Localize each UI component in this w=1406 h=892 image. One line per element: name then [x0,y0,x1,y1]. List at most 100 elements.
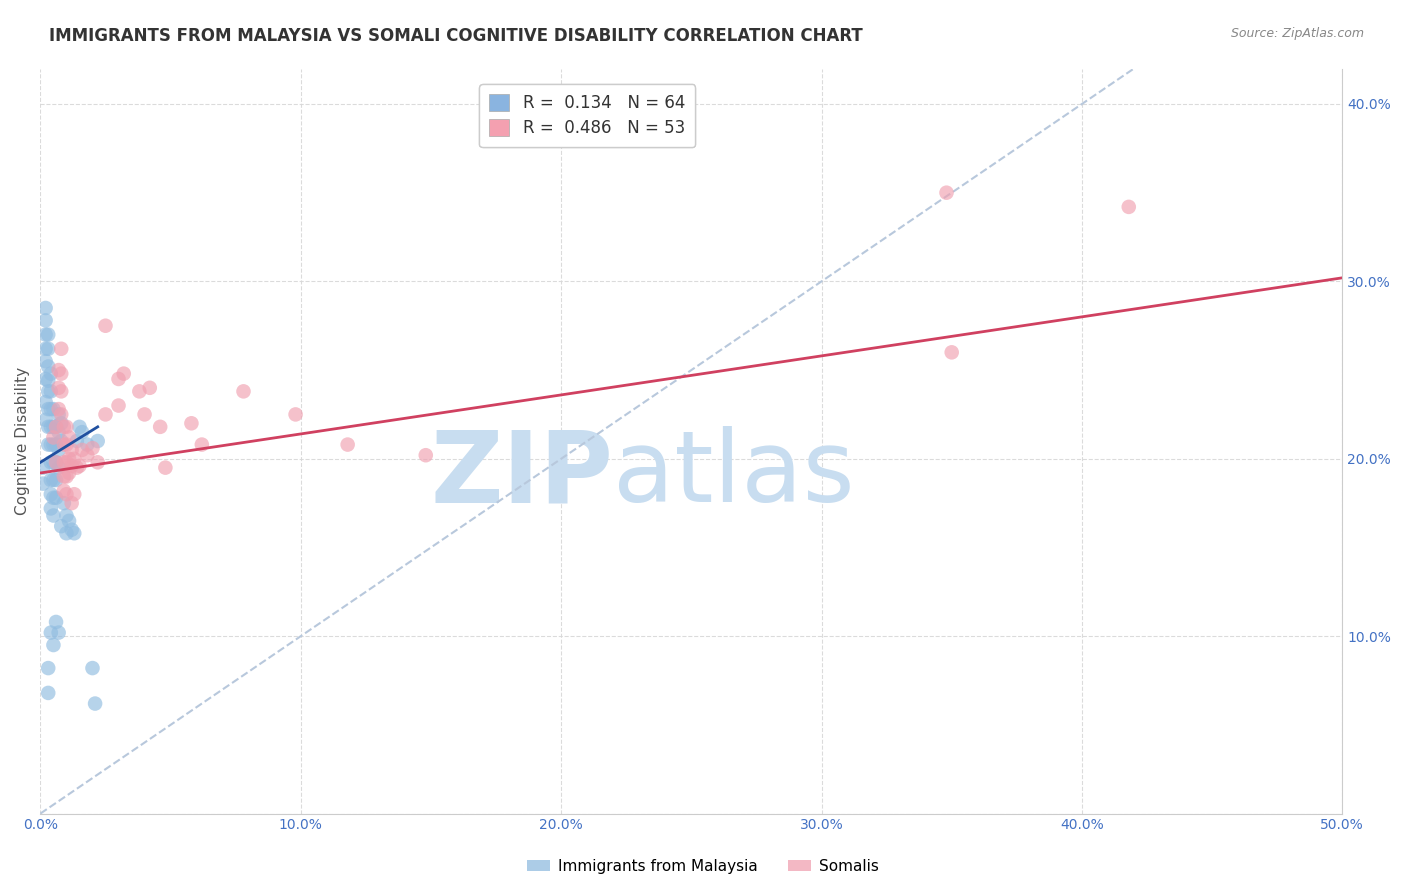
Point [284,408,307,422]
Point [37,402,59,417]
Point [37,384,59,399]
Point [55,437,77,451]
Point [149,420,172,434]
Point [94,408,117,422]
Point [42,508,65,523]
Point [45,473,67,487]
Point [37,359,59,374]
Point [191,437,214,451]
Point [48,363,70,377]
Point [37,327,59,342]
Y-axis label: Cognitive Disability: Cognitive Disability [15,367,30,515]
Point [42,455,65,469]
Point [37,686,59,700]
Point [139,381,162,395]
Point [34,313,56,327]
Point [42,437,65,451]
Point [39,501,62,516]
Point [48,442,70,457]
Point [48,460,70,475]
Point [52,420,75,434]
Point [51,408,73,422]
Point [42,473,65,487]
Point [39,402,62,417]
Point [58,430,80,444]
Point [51,434,73,448]
Point [39,367,62,381]
Point [37,342,59,356]
Point [34,354,56,368]
Point [52,469,75,483]
Point [232,384,254,399]
Point [37,661,59,675]
Point [76,437,98,451]
Point [39,420,62,434]
Point [55,487,77,501]
Point [45,615,67,629]
Text: IMMIGRANTS FROM MALAYSIA VS SOMALI COGNITIVE DISABILITY CORRELATION CHART: IMMIGRANTS FROM MALAYSIA VS SOMALI COGNI… [49,27,863,45]
Text: ZIP: ZIP [430,426,613,523]
Text: atlas: atlas [613,426,855,523]
Point [69,420,91,434]
Point [39,384,62,399]
Point [48,381,70,395]
Point [42,430,65,444]
Point [51,417,73,431]
Point [1118,200,1140,214]
Point [42,402,65,417]
Point [48,625,70,640]
Point [51,367,73,381]
Point [55,420,77,434]
Point [55,526,77,541]
Point [51,384,73,399]
Point [58,466,80,480]
Point [63,487,86,501]
Point [42,491,65,505]
Point [112,367,135,381]
Point [45,420,67,434]
Point [34,413,56,427]
Point [45,420,67,434]
Point [70,425,93,439]
Point [39,455,62,469]
Point [180,417,202,431]
Point [76,448,98,462]
Point [66,460,89,475]
Point [52,496,75,510]
Point [935,186,957,200]
Point [48,408,70,422]
Point [86,434,108,448]
Point [128,384,150,399]
Point [107,399,129,413]
Point [86,455,108,469]
Point [63,451,86,466]
Point [84,697,107,711]
Point [34,395,56,409]
Point [34,301,56,315]
Point [39,487,62,501]
Point [51,519,73,533]
Point [82,441,104,455]
Point [39,473,62,487]
Point [32,476,55,491]
Point [34,327,56,342]
Text: Source: ZipAtlas.com: Source: ZipAtlas.com [1230,27,1364,40]
Point [55,508,77,523]
Point [45,455,67,469]
Point [52,455,75,469]
Point [82,661,104,675]
Point [37,420,59,434]
Point [45,437,67,451]
Point [69,458,91,473]
Point [52,437,75,451]
Point [60,442,83,457]
Point [60,496,83,510]
Point [58,514,80,528]
Point [37,374,59,388]
Point [34,342,56,356]
Point [42,420,65,434]
Point [941,345,963,359]
Point [45,455,67,469]
Point [134,408,156,422]
Point [48,402,70,417]
